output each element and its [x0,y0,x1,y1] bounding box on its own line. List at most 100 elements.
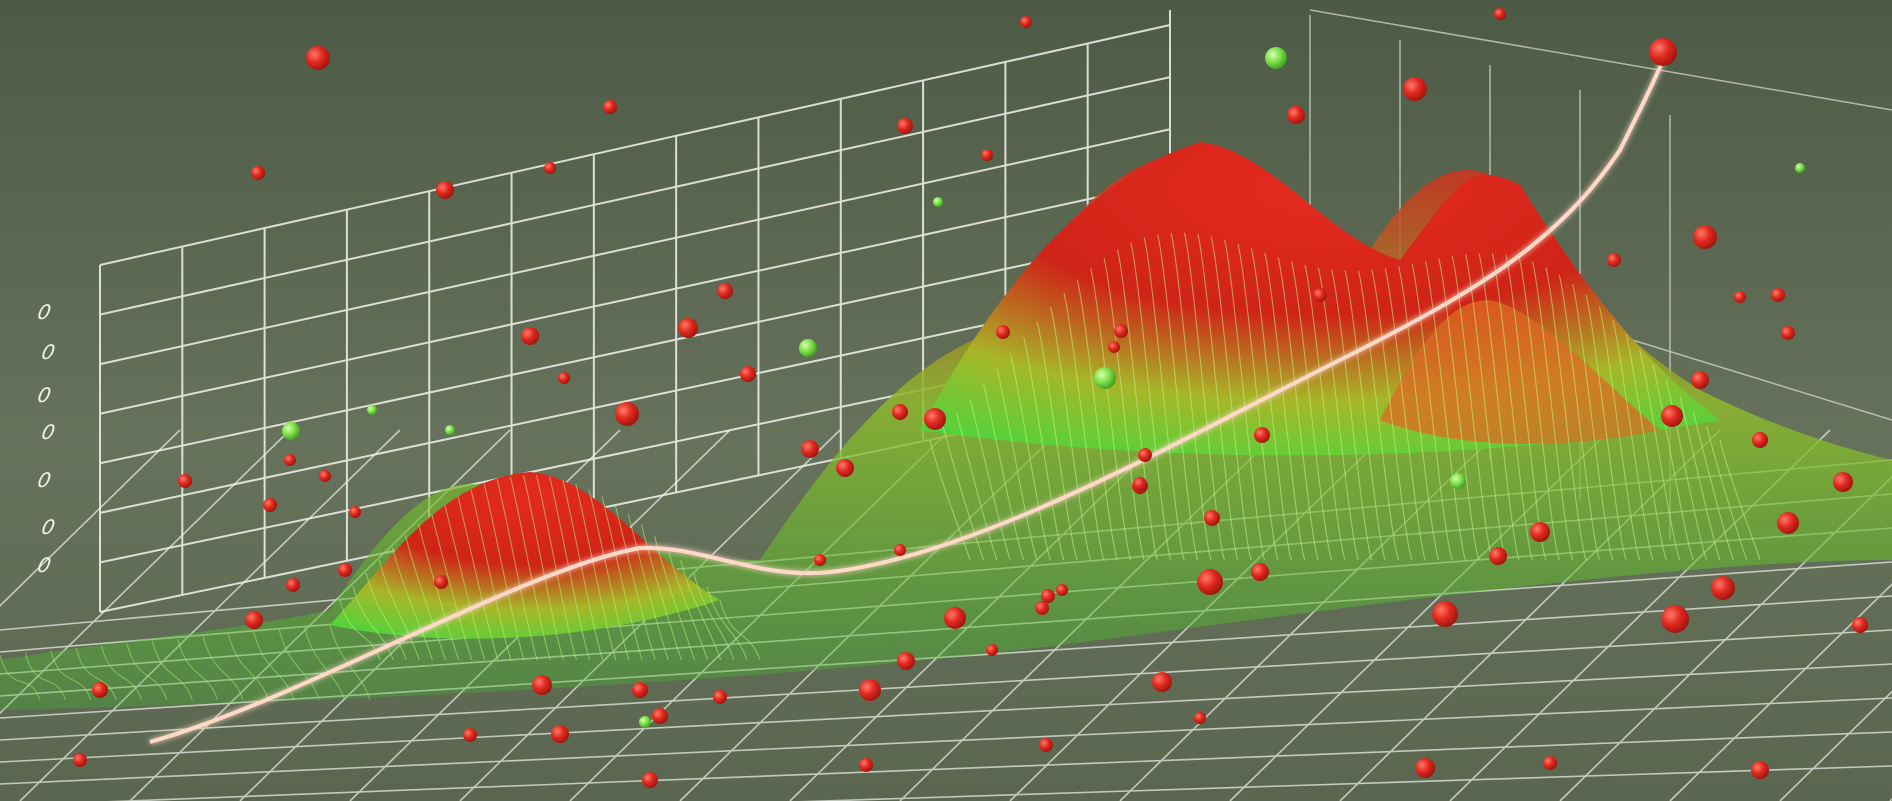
mesh-line-small-peak [575,483,617,661]
mesh-line-main-peak [1170,232,1212,561]
red-particle [892,404,908,420]
mesh-line-main-peak [1719,439,1761,561]
mesh-line-main-peak [1116,249,1158,561]
red-particle [1607,253,1621,267]
red-particle [521,327,539,345]
green-particle [445,425,455,435]
mesh-line-main-peak [1558,274,1600,561]
red-particle [1661,605,1689,633]
red-particle [1751,761,1769,779]
red-particle [1852,617,1868,633]
red-particle [1313,288,1327,302]
red-particle [603,100,617,114]
red-particle [713,690,727,704]
red-particle [1039,738,1053,752]
surface-mesh-lines [0,232,1761,701]
mesh-line-small-peak [444,504,486,661]
red-particle [1489,547,1507,565]
mesh-line-small-peak [496,479,538,661]
mesh-line-small-peak [693,572,735,661]
mesh-line-left [101,645,143,701]
red-particle [338,563,352,577]
mesh-line-main-peak [1290,261,1333,561]
red-particle [996,325,1010,339]
mesh-line-main-peak [1545,267,1587,561]
right-wall-hline [1599,329,1892,421]
mesh-line-left [278,629,320,701]
mesh-line-small-peak [549,476,591,661]
red-particle [544,162,556,174]
floor-vline [0,429,291,715]
red-particle [319,470,331,482]
floor-hline [799,765,1892,801]
mesh-line-small-peak [509,476,551,661]
mesh-line-small-peak [470,489,512,661]
mesh-line-main-peak [1398,266,1440,561]
green-particle [1265,47,1287,69]
mesh-line-main-peak [1076,279,1118,561]
red-particle [286,578,300,592]
mesh-line-main-peak [1143,237,1185,561]
red-particle [944,607,966,629]
mesh-line-small-peak [457,496,499,661]
mesh-line-left [151,641,193,701]
back-wall-hline [99,180,1171,415]
floor-hline [0,663,1892,763]
red-particle [859,679,881,701]
red-particle [1530,522,1550,542]
mesh-line-main-peak [1424,260,1466,561]
red-particle [1711,576,1735,600]
mesh-line-main-peak [983,383,1025,561]
mesh-line-left [202,636,244,701]
red-particle [1403,77,1427,101]
mesh-line-main-peak [1331,269,1373,561]
mesh-line-main-peak [1049,306,1092,561]
mesh-line-small-peak [601,496,643,661]
red-particle [1035,601,1049,615]
mesh-line-small-peak [719,599,761,661]
red-particle [1204,510,1220,526]
particles [73,8,1868,788]
mesh-line-main-peak [1598,306,1641,561]
mesh-line-main-peak [1478,253,1520,561]
floor-hline [107,731,1892,801]
mesh-line-left [0,654,41,701]
mesh-line-main-peak [1197,233,1239,561]
mesh-line-main-peak [1371,269,1413,561]
red-particle [306,46,330,70]
red-particle [1691,371,1709,389]
red-particle [924,408,946,430]
back-wall-hline [99,24,1171,266]
red-particle [1108,341,1120,353]
mesh-line-main-peak [1625,334,1667,561]
mesh-line-main-peak [1009,352,1051,561]
mesh-line-main-peak [1090,268,1132,561]
mesh-line-main-peak [1157,234,1199,561]
mesh-line-small-peak [680,559,722,661]
mesh-line-small-peak [483,483,525,661]
mesh-line-main-peak [1210,236,1252,561]
mesh-line-main-peak [1532,261,1574,561]
mesh-line-main-peak [1130,242,1172,561]
red-particle [642,772,658,788]
back-wall-hline [99,76,1171,316]
red-particle [615,402,639,426]
red-particle [436,181,454,199]
mesh-line-small-peak [378,559,420,661]
mesh-line-main-peak [1665,380,1707,561]
mesh-line-small-peak [614,504,656,661]
red-particle [981,149,993,161]
mesh-line-main-peak [1451,255,1493,561]
red-particle [263,498,277,512]
mesh-line-main-peak [1706,425,1748,561]
mesh-line-left [177,638,219,701]
red-particle [859,758,873,772]
red-particle [1771,288,1785,302]
data-surface [0,142,1892,710]
red-particle [284,454,296,466]
mesh-line-main-peak [1572,284,1614,561]
red-particle [1777,512,1799,534]
mesh-line-small-peak [562,479,604,661]
red-particle [251,166,265,180]
